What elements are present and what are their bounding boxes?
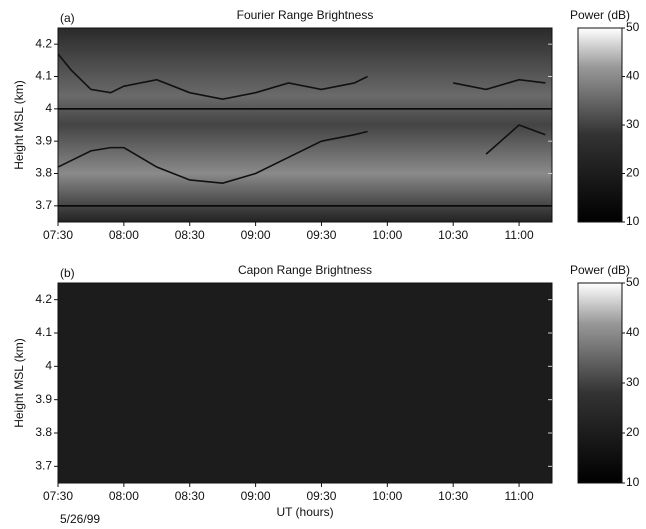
- y-tick-label: 3.7: [35, 459, 52, 473]
- y-tick-label: 4: [45, 359, 52, 373]
- y-axis-label: Height MSL (km): [12, 338, 26, 428]
- colorbar-tick-label: 10: [626, 214, 640, 228]
- colorbar-tick-label: 40: [626, 325, 640, 339]
- colorbar-tick-label: 20: [626, 166, 640, 180]
- colorbar-tick-label: 40: [626, 69, 640, 83]
- y-tick-label: 3.7: [35, 198, 52, 212]
- colorbar-tick-label: 30: [626, 375, 640, 389]
- y-tick-label: 4.2: [35, 292, 52, 306]
- y-tick-label: 4.1: [35, 325, 52, 339]
- x-tick-label: 08:30: [175, 228, 205, 242]
- colorbar: [577, 282, 623, 484]
- x-tick-label: 08:00: [109, 489, 139, 503]
- y-tick-label: 4: [45, 101, 52, 115]
- x-axis-label: UT (hours): [276, 505, 333, 519]
- y-tick-label: 3.9: [35, 392, 52, 406]
- panel-label: (a): [60, 11, 75, 25]
- y-axis-label: Height MSL (km): [12, 80, 26, 170]
- x-tick-label: 10:00: [372, 489, 402, 503]
- x-tick-label: 09:30: [306, 228, 336, 242]
- x-tick-label: 09:30: [306, 489, 336, 503]
- colorbar-tick-label: 50: [626, 275, 640, 289]
- x-tick-label: 09:00: [241, 228, 271, 242]
- x-tick-label: 10:00: [372, 228, 402, 242]
- x-tick-label: 10:30: [438, 489, 468, 503]
- y-tick-label: 3.9: [35, 133, 52, 147]
- x-tick-label: 11:00: [504, 228, 533, 242]
- panel-label: (b): [60, 266, 75, 280]
- plot-area: [57, 27, 553, 223]
- colorbar-label: Power (dB): [570, 8, 630, 22]
- colorbar-tick-label: 50: [626, 20, 640, 34]
- y-tick-label: 4.2: [35, 36, 52, 50]
- y-tick-label: 3.8: [35, 425, 52, 439]
- date-label: 5/26/99: [60, 512, 100, 526]
- trace-line: [57, 124, 546, 185]
- y-tick-label: 4.1: [35, 69, 52, 83]
- x-tick-label: 07:30: [43, 228, 73, 242]
- chart-title: Capon Range Brightness: [238, 263, 372, 277]
- x-tick-label: 08:00: [109, 228, 139, 242]
- colorbar-label: Power (dB): [570, 263, 630, 277]
- y-tick-label: 3.8: [35, 166, 52, 180]
- colorbar: [577, 27, 623, 223]
- plot-area: [57, 282, 553, 484]
- chart-title: Fourier Range Brightness: [237, 8, 374, 22]
- trace-line: [57, 53, 546, 100]
- x-tick-label: 09:00: [241, 489, 271, 503]
- colorbar-tick-label: 10: [626, 475, 640, 489]
- x-tick-label: 11:00: [504, 489, 533, 503]
- colorbar-tick-label: 30: [626, 117, 640, 131]
- colorbar-tick-label: 20: [626, 425, 640, 439]
- x-tick-label: 10:30: [438, 228, 468, 242]
- x-tick-label: 08:30: [175, 489, 205, 503]
- x-tick-label: 07:30: [43, 489, 73, 503]
